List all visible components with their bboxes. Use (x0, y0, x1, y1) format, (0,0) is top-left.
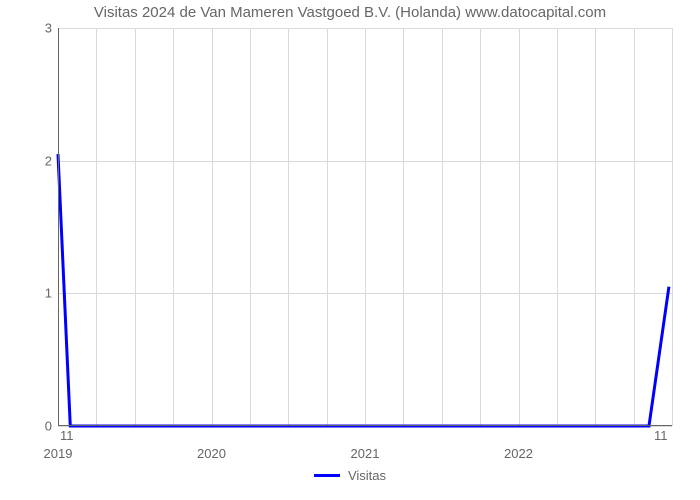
gridline-v (672, 28, 673, 426)
data-line (58, 28, 672, 426)
y-axis-line (58, 28, 59, 426)
x-tick-label: 2019 (44, 446, 73, 461)
y-tick-label: 2 (28, 153, 52, 168)
y-tick-label: 1 (28, 286, 52, 301)
bottom-left-number: 11 (60, 428, 74, 443)
x-axis-line (58, 425, 672, 426)
y-tick-label: 3 (28, 21, 52, 36)
x-tick-label: 2021 (351, 446, 380, 461)
series-line (58, 154, 669, 426)
legend-swatch (314, 474, 340, 477)
legend: Visitas (0, 468, 700, 483)
plot-area (58, 28, 672, 426)
x-tick-label: 2020 (197, 446, 226, 461)
chart-title: Visitas 2024 de Van Mameren Vastgoed B.V… (0, 4, 700, 21)
x-tick-label: 2022 (504, 446, 533, 461)
bottom-right-number: 11 (654, 428, 668, 443)
y-tick-label: 0 (28, 419, 52, 434)
legend-label: Visitas (348, 468, 386, 483)
